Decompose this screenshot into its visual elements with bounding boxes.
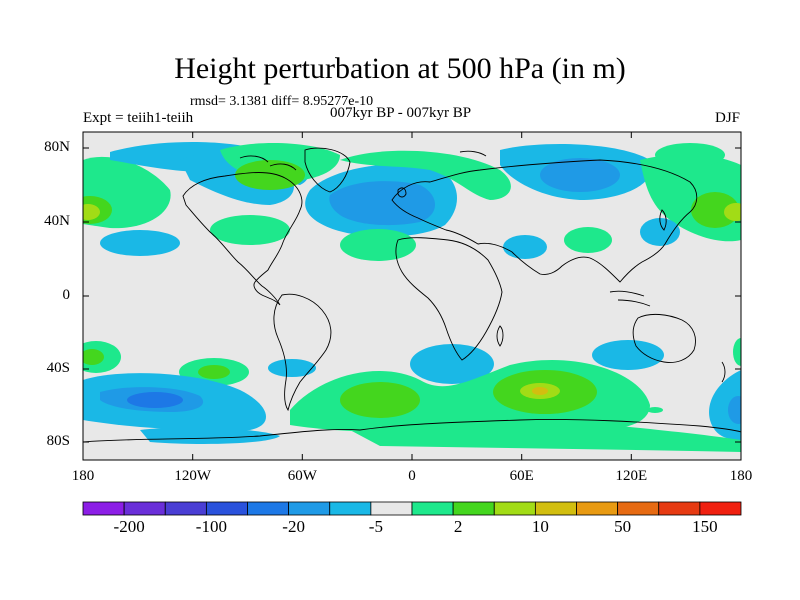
lat-tick-label: 0: [62, 287, 71, 303]
coast-arctic-islands: [239, 150, 487, 171]
contour-sh-pos-east-edge: [733, 338, 741, 366]
contour-sh-neg-samerica: [268, 359, 316, 377]
contour-sh-neg-atlantic: [410, 344, 494, 384]
coast-new-zealand: [721, 361, 726, 383]
colorbar-swatch: [82, 501, 125, 516]
contour-sh-pos-max: [532, 387, 548, 395]
coast-madagascar: [496, 325, 504, 347]
colorbar-label: -200: [113, 517, 145, 536]
contour-nh-pos-atlantic-blob: [210, 215, 290, 245]
contour-nh-neg-japan: [640, 218, 680, 246]
coast-north-america: [182, 172, 303, 306]
colorbar-swatch: [247, 501, 290, 516]
colorbar: [82, 501, 742, 516]
coast-uk: [397, 187, 407, 198]
colorbar-swatch: [288, 501, 331, 516]
coast-indonesia: [609, 290, 651, 307]
lat-tick-label: 40S: [46, 360, 70, 376]
colorbar-swatch: [699, 501, 742, 516]
coast-japan: [659, 209, 667, 231]
colorbar-swatch: [493, 501, 536, 516]
coast-greenland: [304, 147, 351, 193]
colorbar-swatch: [370, 501, 413, 516]
contour-sh-pos-antarctic: [350, 420, 741, 452]
stats-line: rmsd= 3.1381 diff= 8.95277e-10: [190, 94, 374, 109]
colorbar-label: 150: [692, 517, 718, 536]
colorbar-swatch: [534, 501, 577, 516]
colorbar-label: 10: [531, 517, 549, 536]
contour-nh-pos-arctic-east: [655, 143, 725, 167]
colorbar-swatch: [617, 501, 660, 516]
colorbar-swatch: [658, 501, 701, 516]
coastlines: [83, 147, 741, 443]
colorbar-swatch: [452, 501, 495, 516]
contour-sh-neg-east: [709, 370, 741, 440]
coast-south-america: [273, 293, 332, 412]
lon-tick-label: 60W: [287, 468, 317, 484]
tick-marks: [82, 132, 742, 460]
coast-australia: [632, 313, 696, 363]
contour-sh-neg-pacific-core: [127, 392, 183, 408]
colorbar-label: -20: [282, 517, 305, 536]
contour-sh-pos-pacific-mid: [198, 365, 230, 379]
colorbar-label: 2: [453, 517, 463, 536]
contour-nh-neg-middle-east: [503, 235, 547, 259]
colorbar-swatch: [164, 501, 207, 516]
contour-sh-pos-southern-ocean-mid-w: [340, 382, 420, 418]
contour-sh-neg-east-mid: [728, 396, 741, 424]
lon-tick-label: 0: [408, 468, 416, 484]
colorbar-label: 50: [614, 517, 632, 536]
experiment-label: Expt = teiih1-teiih: [83, 110, 194, 126]
lat-tick-label: 40N: [44, 213, 70, 229]
season-label: DJF: [714, 110, 740, 126]
contour-nh-neg-pacific-low: [100, 230, 180, 256]
lon-tick-label: 60E: [509, 468, 534, 484]
lat-tick-label: 80N: [44, 139, 70, 155]
colorbar-swatch: [205, 501, 248, 516]
lon-tick-label: 120W: [174, 468, 212, 484]
colorbar-label: -100: [195, 517, 227, 536]
coast-africa: [395, 237, 503, 361]
contour-nh-pos-eastasia-mid: [691, 192, 739, 228]
plot-title: Height perturbation at 500 hPa (in m): [174, 52, 626, 85]
contour-nh-pos-europe-south: [340, 229, 416, 261]
coast-eurasia: [391, 159, 698, 283]
contour-sh-neg-indian: [592, 340, 664, 370]
contour-nh-pos-arctic-mid: [235, 160, 305, 190]
contour-sh-neg-antarctic-pacific: [140, 427, 280, 444]
coast-antarctica: [83, 419, 741, 443]
lat-tick-label: 80S: [46, 433, 70, 449]
lon-tick-label: 120E: [615, 468, 648, 484]
contour-sh-pos-east-small: [647, 407, 663, 413]
colorbar-label: -5: [368, 517, 383, 536]
colorbar-swatch: [329, 501, 372, 516]
colorbar-swatch: [411, 501, 454, 516]
lon-tick-label: 180: [71, 468, 95, 484]
contour-sh-pos-west-mid: [83, 349, 104, 365]
contour-nh-pos-asia-south: [564, 227, 612, 253]
contour-nh-pos-europe: [340, 150, 511, 200]
contour-nh-neg-siberia-mid: [540, 158, 620, 192]
colorbar-swatch: [576, 501, 619, 516]
lon-tick-label: 180: [729, 468, 753, 484]
colorbar-swatch: [123, 501, 166, 516]
period-label: 007kyr BP - 007kyr BP: [330, 105, 472, 121]
contour-nh-pos-eastasia-high: [724, 203, 741, 221]
contour-nh-pacific-pos-high: [83, 204, 100, 220]
height-field: [83, 132, 741, 460]
